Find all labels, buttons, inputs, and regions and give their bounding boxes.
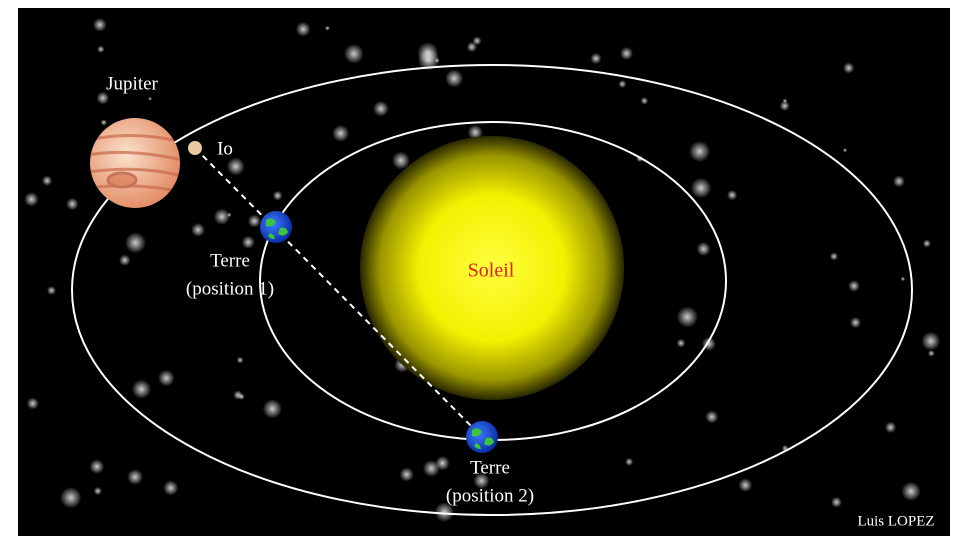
star <box>191 223 205 237</box>
star <box>850 317 861 328</box>
star <box>620 47 633 60</box>
earth-1-label: Terre <box>210 250 250 271</box>
star <box>392 151 410 169</box>
io <box>188 141 202 155</box>
star <box>27 397 39 409</box>
star <box>132 380 151 399</box>
star <box>263 399 282 418</box>
star <box>325 26 330 31</box>
star <box>641 97 649 105</box>
star <box>727 190 737 200</box>
star <box>119 254 130 265</box>
earth-2-label: Terre <box>470 457 510 478</box>
star <box>830 252 838 260</box>
star <box>901 482 920 501</box>
star <box>923 239 931 247</box>
star <box>101 119 107 125</box>
star <box>848 280 860 292</box>
star <box>125 232 146 253</box>
star <box>214 209 230 225</box>
earth-1-label: (position 1) <box>186 278 274 299</box>
star <box>423 460 440 477</box>
star <box>373 101 389 117</box>
star <box>42 175 52 185</box>
star <box>677 306 698 327</box>
star <box>332 125 349 142</box>
star <box>921 332 940 351</box>
star <box>843 148 847 152</box>
star <box>163 480 178 495</box>
star <box>148 97 152 101</box>
diagram: Jupiter Io Terre (position 1) Soleil Ter… <box>0 0 967 536</box>
star <box>344 44 364 64</box>
star <box>93 18 107 32</box>
star <box>417 42 439 64</box>
star <box>677 339 686 348</box>
credit: Luis LOPEZ <box>857 513 934 529</box>
earth-1 <box>260 211 292 243</box>
star <box>843 62 854 73</box>
star <box>400 467 414 481</box>
star <box>738 478 752 492</box>
star <box>445 69 463 87</box>
star <box>66 198 78 210</box>
io-label: Io <box>217 138 233 159</box>
star <box>467 42 477 52</box>
star <box>227 213 232 218</box>
star <box>780 101 790 111</box>
star <box>94 487 102 495</box>
star <box>227 157 245 175</box>
star <box>928 350 935 357</box>
star <box>689 141 710 162</box>
star <box>242 236 255 249</box>
star <box>705 410 718 423</box>
star <box>618 80 626 88</box>
star <box>625 458 633 466</box>
star <box>127 469 143 485</box>
star <box>237 357 244 364</box>
star <box>233 390 242 399</box>
star <box>158 370 175 387</box>
earth-2 <box>466 421 498 453</box>
star <box>691 178 712 199</box>
star <box>590 53 601 64</box>
star <box>885 422 896 433</box>
star <box>273 191 283 201</box>
earth-2-label: (position 2) <box>446 485 534 506</box>
sun-label: Soleil <box>468 260 515 282</box>
star <box>248 214 261 227</box>
star <box>90 459 105 474</box>
star <box>831 497 842 508</box>
star <box>901 277 906 282</box>
jupiter-label: Jupiter <box>106 73 158 94</box>
star <box>60 487 81 508</box>
star <box>697 242 711 256</box>
star <box>296 22 311 37</box>
star <box>47 286 56 295</box>
star <box>893 175 905 187</box>
star <box>24 192 39 207</box>
star <box>97 46 104 53</box>
